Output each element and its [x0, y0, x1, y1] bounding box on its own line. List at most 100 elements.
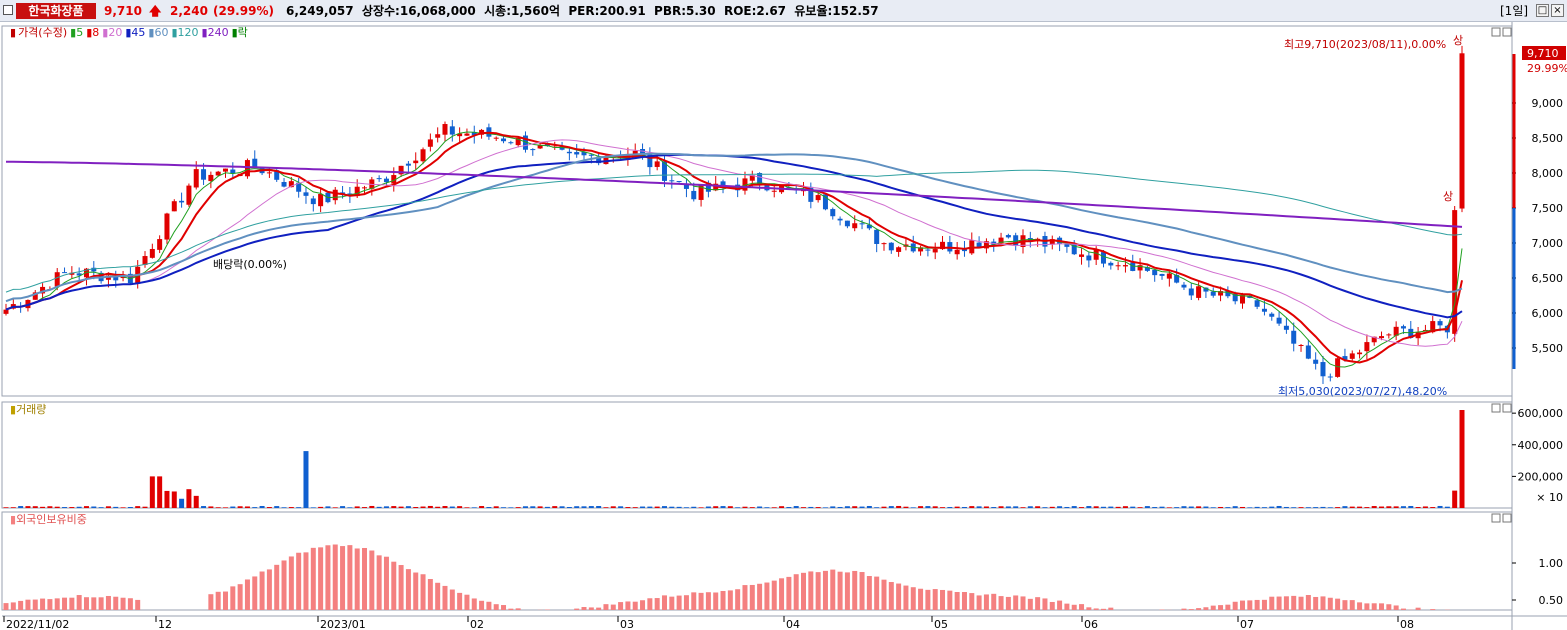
candle — [464, 133, 470, 136]
candle — [1188, 288, 1194, 296]
volume-bar — [1232, 506, 1238, 508]
candle — [62, 272, 68, 274]
volume-bar — [1327, 507, 1333, 508]
candle — [362, 187, 368, 189]
volume-bar — [274, 506, 280, 508]
current-price: 9,710 — [104, 4, 142, 18]
volume-bar — [230, 506, 236, 508]
up-arrow-icon: 🡅 — [149, 4, 162, 18]
volume-bar — [1122, 506, 1128, 508]
volume-bar — [142, 506, 148, 508]
price-tick-label: 5,500 — [1532, 342, 1564, 355]
xaxis-label: 04 — [786, 618, 800, 630]
candle — [1152, 269, 1158, 276]
foreign-bar — [244, 579, 250, 610]
volume-bar — [925, 506, 931, 508]
volume-bar — [1042, 507, 1048, 508]
volume-bar — [1005, 506, 1011, 508]
candle — [976, 242, 982, 248]
volume-bar — [779, 506, 785, 508]
candle — [171, 201, 177, 212]
candle — [420, 149, 426, 162]
candle — [149, 248, 155, 258]
current-price-tag-bg — [1522, 46, 1566, 60]
foreign-bar — [647, 598, 653, 610]
volume-bar — [896, 505, 902, 508]
foreign-bar — [3, 603, 9, 610]
current-pct-tag: 29.99% — [1527, 62, 1567, 75]
foreign-bar — [303, 552, 309, 610]
price-tick-label: 8,000 — [1532, 167, 1564, 180]
maximize-icon[interactable]: □ — [1536, 4, 1549, 17]
candle — [566, 151, 572, 154]
candle — [1130, 262, 1136, 271]
candle — [874, 229, 880, 244]
volume-bar — [918, 506, 924, 508]
foreign-bar — [32, 599, 38, 610]
volume-bar — [157, 476, 163, 508]
volume-bar — [1283, 506, 1289, 508]
candle — [1122, 265, 1128, 267]
candle — [157, 239, 163, 250]
candle — [1283, 325, 1289, 330]
foreign-bar — [1261, 599, 1267, 610]
foreign-bar — [640, 600, 646, 610]
volume-bar — [1188, 506, 1194, 508]
foreign-bar — [362, 547, 368, 610]
select-checkbox[interactable] — [3, 5, 13, 15]
volume-bar — [105, 506, 111, 508]
candle — [303, 192, 309, 196]
foreign-bar — [859, 572, 865, 610]
period-label[interactable]: [1일] — [1500, 4, 1529, 18]
foreign-bar — [1415, 607, 1421, 610]
foreign-bar — [398, 565, 404, 610]
volume-bar — [1357, 506, 1363, 508]
candle — [274, 170, 280, 180]
candle — [983, 241, 989, 249]
foreign-bar — [471, 598, 477, 610]
volume-bar — [1013, 506, 1019, 508]
foreign-bar — [618, 602, 624, 610]
ma60-line — [5, 152, 1463, 303]
foreign-bar — [1210, 605, 1216, 610]
candle — [222, 168, 228, 172]
volume-bar — [1240, 506, 1246, 508]
high-label: 최고9,710(2023/08/11),0.00% — [1284, 38, 1446, 51]
foreign-bar — [91, 597, 97, 610]
volume-tick-label: 600,000 — [1518, 407, 1564, 420]
candle — [230, 169, 236, 174]
foreign-bar — [1240, 600, 1246, 610]
foreign-bar — [347, 545, 353, 610]
foreign-bar — [1313, 596, 1319, 610]
foreign-bar — [325, 545, 331, 610]
candle — [1393, 326, 1399, 336]
candle — [632, 150, 638, 155]
ex-dividend-label: 배당락(0.00%) — [213, 258, 287, 271]
candle — [186, 185, 192, 205]
foreign-bar — [925, 589, 931, 610]
candle — [1115, 265, 1121, 267]
candle — [859, 223, 865, 225]
candle — [40, 286, 46, 294]
volume-bar — [683, 507, 689, 508]
foreign-bar — [113, 596, 119, 610]
volume-bar — [1393, 506, 1399, 508]
foreign-bar — [983, 594, 989, 610]
candle — [925, 249, 931, 251]
foreign-bar — [1042, 598, 1048, 610]
volume-bar — [113, 506, 119, 508]
candle — [698, 185, 704, 200]
foreign-title: ▮외국인보유비중 — [10, 513, 87, 526]
foreign-bar — [40, 598, 46, 610]
candle — [1144, 267, 1150, 271]
volume-bar — [1364, 507, 1370, 508]
foreign-bar — [1320, 596, 1326, 610]
stock-name[interactable]: 한국화장품 — [16, 3, 96, 19]
candle — [1291, 330, 1297, 344]
foreign-bar — [435, 582, 441, 610]
volume-bar — [676, 506, 682, 508]
volume-bar — [362, 507, 368, 508]
stock-chart[interactable]: ▮ 가격(수정) ▮5 ▮8 ▮20 ▮45 ▮60 ▮120 ▮240 ▮락 최고9,710(2… — [0, 22, 1567, 630]
close-icon[interactable]: × — [1551, 4, 1564, 17]
volume-bar — [310, 507, 316, 508]
